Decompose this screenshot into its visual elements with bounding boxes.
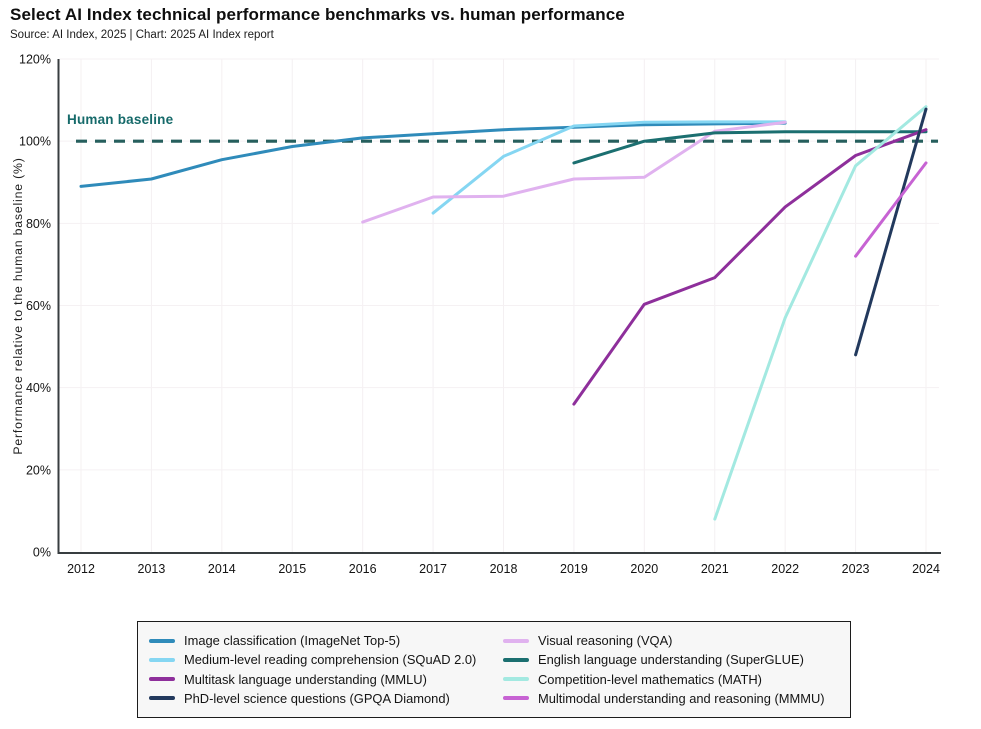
tick-label-layer: 0% 20% 40% 60% 80% 100% 120% 2012 2013 2014 2015 20… [19, 53, 940, 577]
y-axis-title: Performance relative to the human baseli… [11, 157, 25, 454]
y-tick-label: 20% [26, 463, 51, 477]
benchmark-line-chart: 0% 20% 40% 60% 80% 100% 120% 2012 2013 2014 2015 20… [11, 53, 941, 577]
page-title: Select AI Index technical performance be… [10, 5, 625, 24]
legend-swatch-superglue [503, 657, 529, 662]
series-line-mmmu [854, 161, 928, 258]
legend-item-imagenet: Image classification (ImageNet Top-5) [149, 633, 503, 648]
axis-line [57, 59, 941, 554]
series-line-mmlu [572, 128, 928, 406]
legend-swatch-math [503, 677, 529, 682]
x-tick-label: 2024 [912, 562, 940, 576]
series-line-gpqa [854, 107, 928, 357]
series-line-math [713, 105, 928, 521]
legend-swatch-mmlu [149, 677, 175, 682]
x-tick-label: 2013 [138, 562, 166, 576]
legend-item-mmlu: Multitask language understanding (MMLU) [149, 672, 503, 687]
x-tick-label: 2017 [419, 562, 447, 576]
chart-area: 0% 20% 40% 60% 80% 100% 120% 2012 2013 2014 2015 20… [11, 53, 941, 577]
legend-item-vqa: Visual reasoning (VQA) [503, 633, 844, 648]
series-line-imagenet [79, 121, 787, 188]
legend-item-superglue: English language understanding (SuperGLU… [503, 652, 844, 667]
legend-label: Image classification (ImageNet Top-5) [184, 633, 401, 649]
legend-label: Multimodal understanding and reasoning (… [538, 690, 825, 706]
legend-swatch-gpqa [149, 696, 175, 701]
legend-item-mmmu: Multimodal understanding and reasoning (… [503, 691, 844, 706]
legend-label: Visual reasoning (VQA) [538, 633, 673, 649]
legend-item-gpqa: PhD-level science questions (GPQA Diamon… [149, 691, 503, 706]
human-baseline-label: Human baseline [67, 112, 174, 127]
legend-item-math: Competition-level mathematics (MATH) [503, 672, 844, 687]
legend-swatch-vqa [503, 638, 529, 643]
y-tick-label: 80% [26, 217, 51, 231]
series-line-superglue [572, 130, 928, 165]
legend-label: PhD-level science questions (GPQA Diamon… [184, 690, 450, 706]
x-tick-label: 2020 [630, 562, 658, 576]
x-tick-label: 2022 [771, 562, 799, 576]
legend-label: English language understanding (SuperGLU… [538, 652, 804, 668]
legend-label: Multitask language understanding (MMLU) [184, 671, 427, 687]
x-tick-label: 2021 [701, 562, 729, 576]
series-layer [79, 105, 928, 521]
legend-swatch-imagenet [149, 638, 175, 643]
y-tick-label: 60% [26, 299, 51, 313]
x-tick-label: 2023 [842, 562, 870, 576]
source-line: Source: AI Index, 2025 | Chart: 2025 AI … [10, 29, 274, 41]
legend-label: Competition-level mathematics (MATH) [538, 671, 762, 687]
x-tick-label: 2018 [490, 562, 518, 576]
x-tick-label: 2012 [67, 562, 95, 576]
y-tick-label: 120% [19, 53, 51, 67]
chart-legend: Image classification (ImageNet Top-5) Med… [137, 621, 851, 718]
x-tick-label: 2014 [208, 562, 236, 576]
x-tick-label: 2016 [349, 562, 377, 576]
legend-swatch-squad [149, 657, 175, 662]
x-tick-label: 2015 [278, 562, 306, 576]
legend-label: Medium-level reading comprehension (SQuA… [184, 652, 477, 668]
legend-swatch-mmmu [503, 696, 529, 701]
series-line-vqa [361, 120, 787, 224]
y-tick-label: 40% [26, 381, 51, 395]
y-tick-label: 0% [33, 546, 51, 560]
axis-layer [57, 59, 941, 554]
x-tick-label: 2019 [560, 562, 588, 576]
y-tick-label: 100% [19, 135, 51, 149]
series-line-squad [431, 120, 787, 215]
legend-item-squad: Medium-level reading comprehension (SQuA… [149, 652, 503, 667]
